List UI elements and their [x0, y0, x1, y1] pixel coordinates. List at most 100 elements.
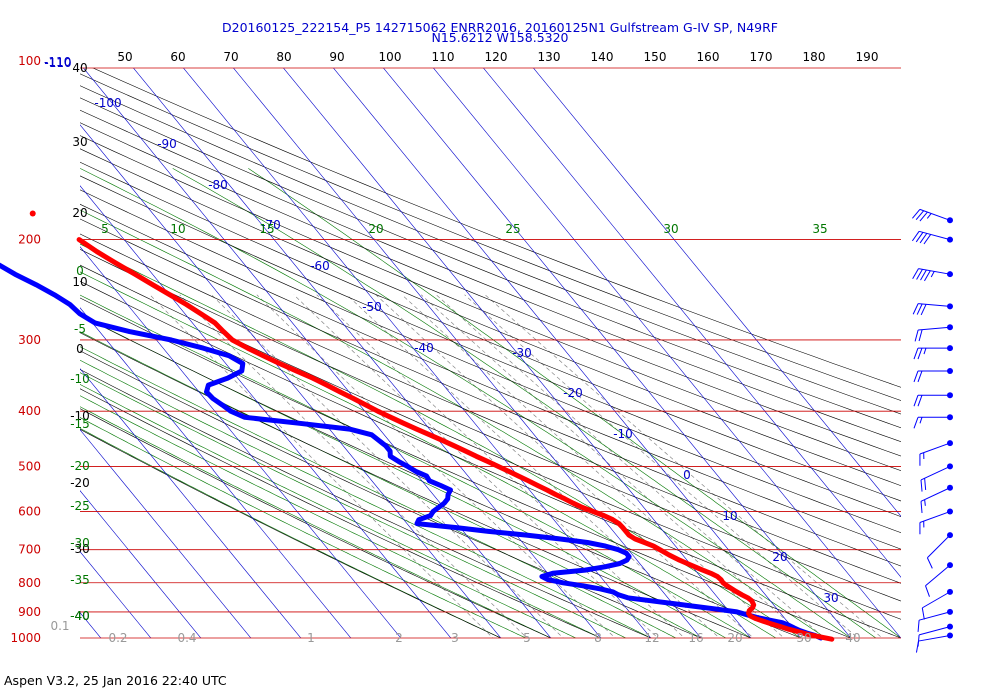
dry-adiabat-line	[80, 297, 852, 638]
isotherm-line	[283, 68, 752, 638]
wind-barb-flag	[920, 304, 927, 316]
isotherm-line	[80, 490, 202, 638]
dewpoint-line	[0, 262, 824, 641]
isotherm-line	[83, 68, 552, 638]
pressure-label: 700	[18, 543, 41, 557]
wind-barb	[920, 484, 953, 513]
isotherm-line	[433, 68, 901, 638]
moist-adiabat-left-label: -20	[70, 459, 90, 473]
dry-adiabat-line	[80, 388, 602, 638]
isotherm-inner-label: -50	[362, 300, 382, 314]
wind-barb-flag	[917, 620, 920, 632]
isotherm-top-label: 120	[485, 50, 508, 64]
isotherm-inner-label: -30	[512, 346, 532, 360]
wind-barb-flag	[918, 329, 923, 342]
mixing-ratio-line	[211, 294, 564, 638]
isotherm-top-label: 60	[170, 50, 185, 64]
isotherm-inner-label: 30	[823, 591, 838, 605]
wind-barbs	[911, 208, 953, 653]
wind-barb-flag	[917, 370, 923, 383]
wind-barb	[919, 508, 953, 535]
wind-barb	[913, 392, 953, 407]
moist-adiabat-line	[80, 346, 676, 638]
wind-barb-flag	[913, 347, 919, 360]
dry-adiabat-line	[80, 350, 702, 638]
isotherm-corner-label: -110	[44, 55, 71, 69]
isotherm-inner-label: -60	[310, 259, 330, 273]
wind-barb	[913, 345, 953, 360]
moist-adiabat-line	[80, 384, 601, 638]
wind-barb-half-flag	[923, 347, 927, 355]
isotherm-line	[80, 307, 352, 638]
dry-adiabat-line	[80, 249, 901, 602]
mixing-ratio-line	[420, 294, 808, 638]
dry-adiabat-line	[92, 68, 901, 388]
isotherm-inner-label: -10	[613, 427, 633, 441]
wind-barb-flag	[915, 210, 925, 221]
dry-adiabat-line	[80, 218, 901, 567]
wind-barb-flag	[917, 347, 923, 360]
isobars	[80, 67, 901, 639]
wind-barb-flag	[921, 607, 925, 620]
mixing-ratio-label: 8	[594, 631, 602, 645]
wind-barb-flag	[924, 270, 931, 282]
mixing-ratio-label: 20	[727, 631, 742, 645]
wind-barb-flag	[913, 417, 919, 429]
wind-barb-staff	[918, 611, 951, 621]
isotherm-line	[533, 68, 901, 517]
moist-adiabat-top-label: 15	[259, 222, 274, 236]
temperature-profile	[29, 210, 835, 642]
wind-barb-flag	[923, 234, 932, 245]
isotherms	[80, 68, 901, 638]
pressure-label: 800	[18, 576, 41, 590]
wind-barb	[917, 608, 953, 632]
chart-subtitle: N15.6212 W158.5320	[431, 30, 569, 45]
wind-barb-half-flag	[924, 499, 926, 506]
dry-adiabat-line	[80, 408, 552, 638]
dry-adiabat-label: 20	[72, 206, 87, 220]
dry-adiabat-line	[80, 148, 901, 487]
wind-barb-staff	[918, 326, 951, 331]
wind-barb-staff	[919, 511, 951, 523]
wind-barb-flag	[912, 268, 919, 280]
wind-barb-flag	[916, 303, 923, 315]
wind-barb-staff	[927, 534, 951, 559]
pressure-label: 1000	[10, 631, 41, 645]
mixing-ratio-line	[316, 294, 685, 638]
mixing-ratio-label: 30	[796, 631, 811, 645]
mixing-ratio-line	[484, 294, 883, 638]
isotherm-top-label: 50	[117, 50, 132, 64]
dry-adiabat-line	[80, 280, 901, 638]
mixing-ratio-label: 3	[451, 631, 459, 645]
dry-adiabat-label: -40	[70, 609, 90, 623]
mixing-ratio-label: 0.1	[50, 619, 69, 633]
isotherm-inner-label: -40	[414, 341, 434, 355]
dry-adiabat-label: 30	[72, 135, 87, 149]
wind-barb-flag	[919, 211, 928, 222]
wind-barb-staff	[918, 303, 951, 307]
dry-adiabat-label: -30	[70, 542, 90, 556]
footer-text: Aspen V3.2, 25 Jan 2016 22:40 UTC	[4, 673, 227, 688]
moist-adiabat-line	[80, 359, 651, 638]
dry-adiabat-line	[80, 189, 901, 534]
wind-barb-flag	[916, 269, 923, 280]
dry-adiabat-line	[80, 97, 901, 429]
mixing-ratio-label: 16	[688, 631, 703, 645]
wind-barb-flag	[920, 269, 927, 281]
isotherm-inner-label: -20	[563, 386, 583, 400]
dry-adiabat-line	[80, 203, 901, 550]
pressure-label: 900	[18, 605, 41, 619]
wind-barb-flag	[915, 640, 919, 653]
wind-barb	[920, 463, 953, 492]
dry-adiabat-line	[80, 233, 901, 584]
isotherm-inner-label: -90	[157, 137, 177, 151]
wind-barb	[913, 414, 953, 429]
wind-barb-staff	[920, 487, 951, 502]
wind-barb-half-flag	[919, 417, 923, 424]
isotherm-line	[80, 429, 252, 638]
wind-barb-flag	[912, 303, 919, 315]
wind-barb	[912, 268, 953, 282]
isotherm-top-label: 170	[750, 50, 773, 64]
dry-adiabat-label: 40	[72, 61, 87, 75]
